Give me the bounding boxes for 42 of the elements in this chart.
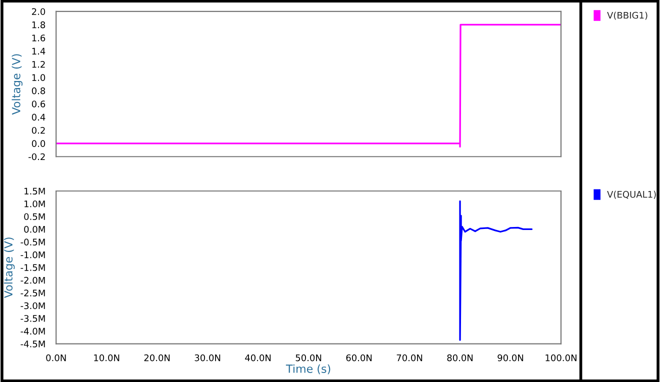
y-tick-label: 1.2 bbox=[32, 60, 45, 68]
x-tick-label: 60.0N bbox=[346, 354, 372, 362]
y-tick-label: 0.4 bbox=[32, 114, 46, 121]
y-tick-label: 1.4 bbox=[32, 48, 46, 54]
y-tick-label: 1.0 bbox=[32, 74, 46, 81]
y-tick-label: 1.5M bbox=[24, 188, 45, 195]
y-tick-label: -4.0M bbox=[20, 328, 45, 335]
y-tick-label: -0.2 bbox=[28, 153, 45, 160]
x-tick-label: 40.0N bbox=[245, 354, 271, 362]
x-tick-label: 10.0N bbox=[94, 354, 120, 362]
y-tick-label: -1.0M bbox=[20, 251, 45, 258]
legend-label: V(BBIG1) bbox=[607, 12, 648, 20]
y-tick-label: -1.5M bbox=[20, 264, 45, 271]
x-tick-label: 50.0N bbox=[296, 354, 322, 362]
y-tick-label: 2.0 bbox=[32, 8, 46, 16]
y-tick-label: 0.6 bbox=[32, 100, 46, 108]
x-axis-title: Time (s) bbox=[286, 364, 330, 374]
x-tick-label: 100.0N bbox=[546, 354, 576, 362]
y-tick-label: 0.2 bbox=[32, 126, 45, 134]
y-tick-label: -2.0M bbox=[20, 276, 45, 284]
x-tick-label: 90.0N bbox=[498, 354, 524, 362]
y-tick-label: -2.5M bbox=[20, 290, 45, 296]
y-tick-label: -3.0M bbox=[20, 302, 45, 310]
line-series bbox=[459, 200, 533, 341]
x-tick-label: 20.0N bbox=[144, 354, 170, 362]
y-tick-label: 0.0 bbox=[32, 140, 46, 147]
y-tick-label: 1.0M bbox=[24, 200, 45, 208]
x-tick-label: 80.0N bbox=[447, 354, 473, 362]
x-tick-label: 70.0N bbox=[396, 354, 422, 362]
y-tick-label: -3.5M bbox=[20, 315, 45, 322]
y-axis-title: Voltage (V) bbox=[12, 54, 23, 115]
y-tick-label: 0.8 bbox=[32, 87, 46, 94]
y-tick-label: -0.5M bbox=[20, 238, 45, 246]
legend-label: V(EQUAL1) bbox=[607, 190, 656, 199]
y-tick-label: 0.5M bbox=[24, 213, 45, 220]
y-tick-label: 1.6 bbox=[32, 34, 46, 42]
x-tick-label: 0.0N bbox=[46, 354, 66, 362]
y-tick-label: 1.8 bbox=[32, 21, 46, 28]
y-tick-label: 0.0M bbox=[24, 226, 45, 233]
y-tick-label: -4.5M bbox=[20, 340, 45, 348]
x-tick-label: 30.0N bbox=[194, 354, 220, 362]
y-axis-title: Voltage (V) bbox=[4, 238, 15, 298]
